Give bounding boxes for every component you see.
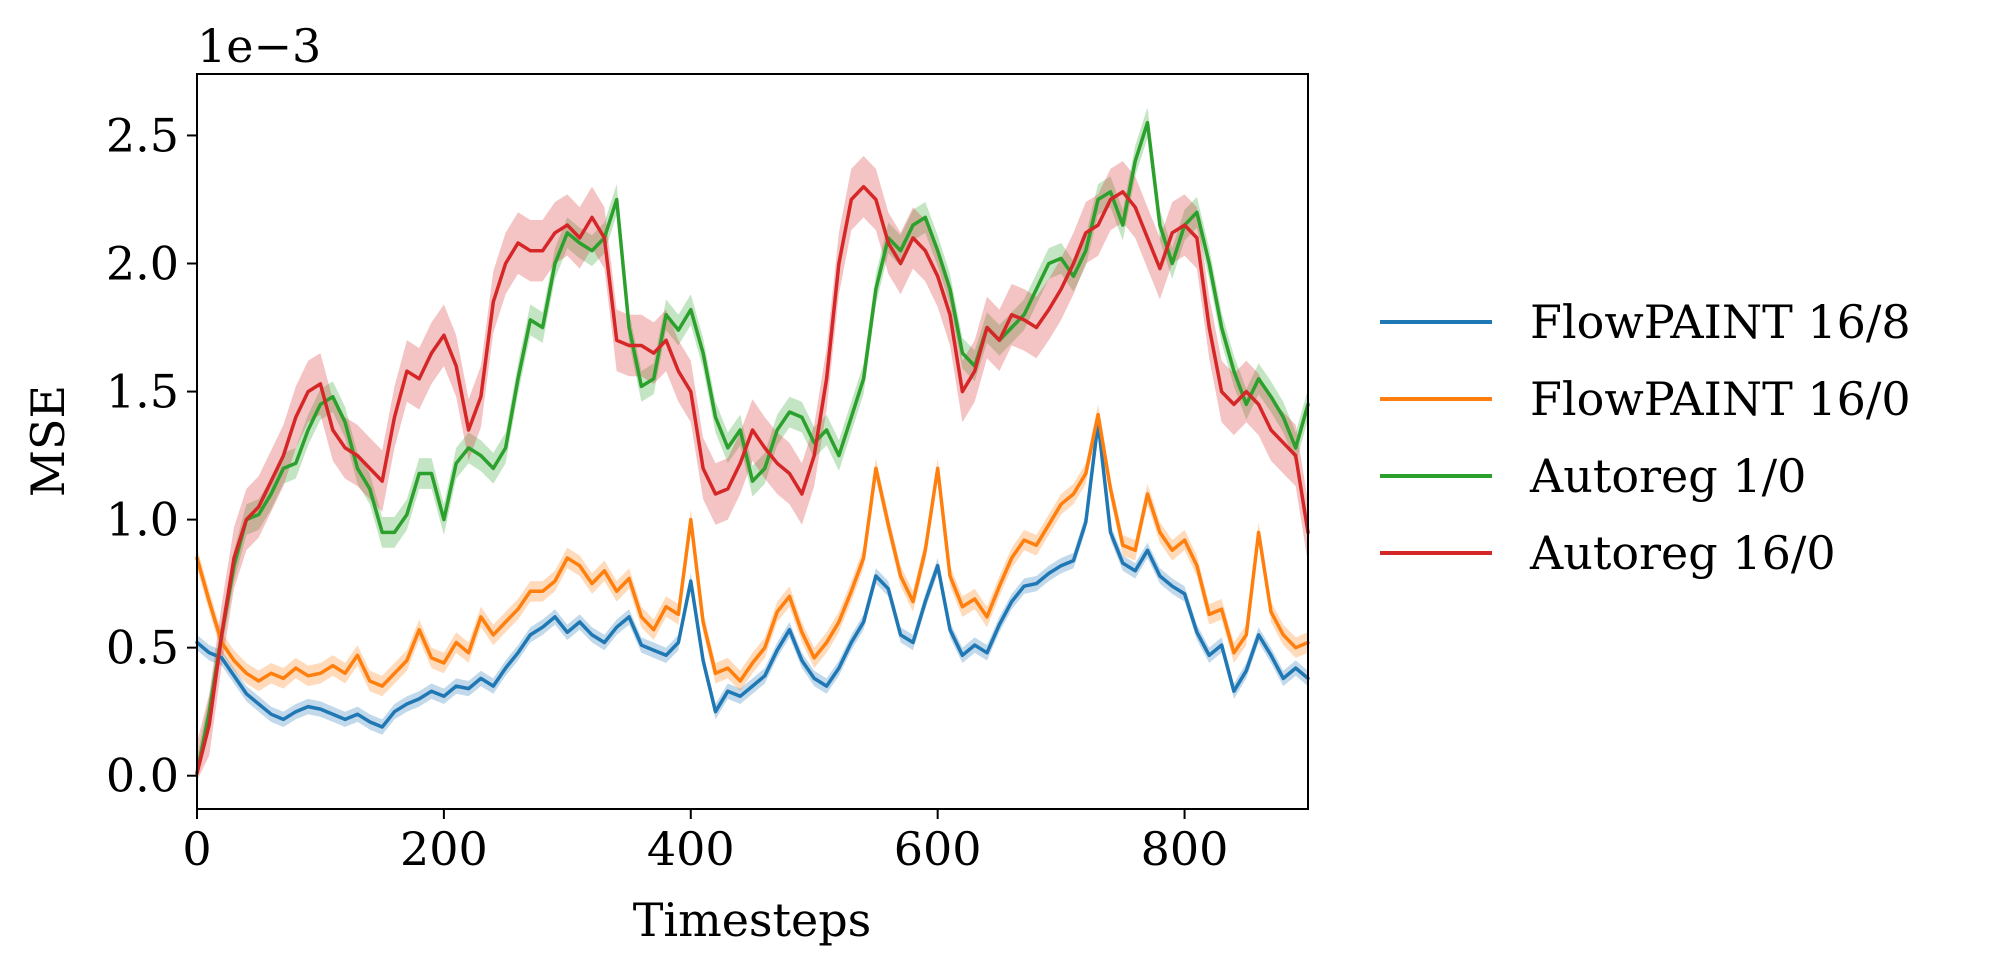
x-axis: 0 200 400 600 800 xyxy=(182,809,1228,876)
x-tick-label: 600 xyxy=(894,822,982,876)
y-tick-label: 1.5 xyxy=(106,365,179,419)
legend-label-flowpaint-16-8: FlowPAINT 16/8 xyxy=(1530,295,1911,349)
band-flowpaint-16-8 xyxy=(197,414,1308,735)
x-tick-label: 0 xyxy=(182,822,211,876)
line-autoreg-1-0 xyxy=(195,120,1310,775)
legend: FlowPAINT 16/8 FlowPAINT 16/0 Autoreg 1/0 A… xyxy=(1380,295,1911,580)
y-axis-label: MSE xyxy=(21,385,75,497)
plot-frame xyxy=(196,73,1309,810)
y-tick-label: 0.0 xyxy=(106,749,179,803)
y-tick-label: 0.5 xyxy=(106,621,179,675)
legend-label-autoreg-1-0: Autoreg 1/0 xyxy=(1529,449,1806,503)
y-tick-label: 2.0 xyxy=(106,237,179,291)
y-axis: 0.0 0.5 1.0 1.5 2.0 2.5 xyxy=(106,108,197,803)
y-scale-label: 1e−3 xyxy=(197,19,321,73)
y-tick-label: 2.5 xyxy=(106,108,179,162)
y-tick-label: 1.0 xyxy=(106,493,179,547)
line-flowpaint-16-8 xyxy=(195,420,1310,729)
legend-label-flowpaint-16-0: FlowPAINT 16/0 xyxy=(1530,372,1911,426)
legend-label-autoreg-16-0: Autoreg 16/0 xyxy=(1529,526,1836,580)
x-axis-label: Timesteps xyxy=(633,893,872,947)
confidence-bands xyxy=(197,107,1308,781)
band-flowpaint-16-0 xyxy=(197,404,1308,697)
band-autoreg-16-0 xyxy=(197,156,1308,781)
x-tick-label: 200 xyxy=(400,822,488,876)
series-lines xyxy=(195,120,1310,775)
line-autoreg-16-0 xyxy=(195,184,1310,775)
line-flowpaint-16-0 xyxy=(195,412,1310,688)
x-tick-label: 800 xyxy=(1141,822,1229,876)
x-tick-label: 400 xyxy=(647,822,735,876)
